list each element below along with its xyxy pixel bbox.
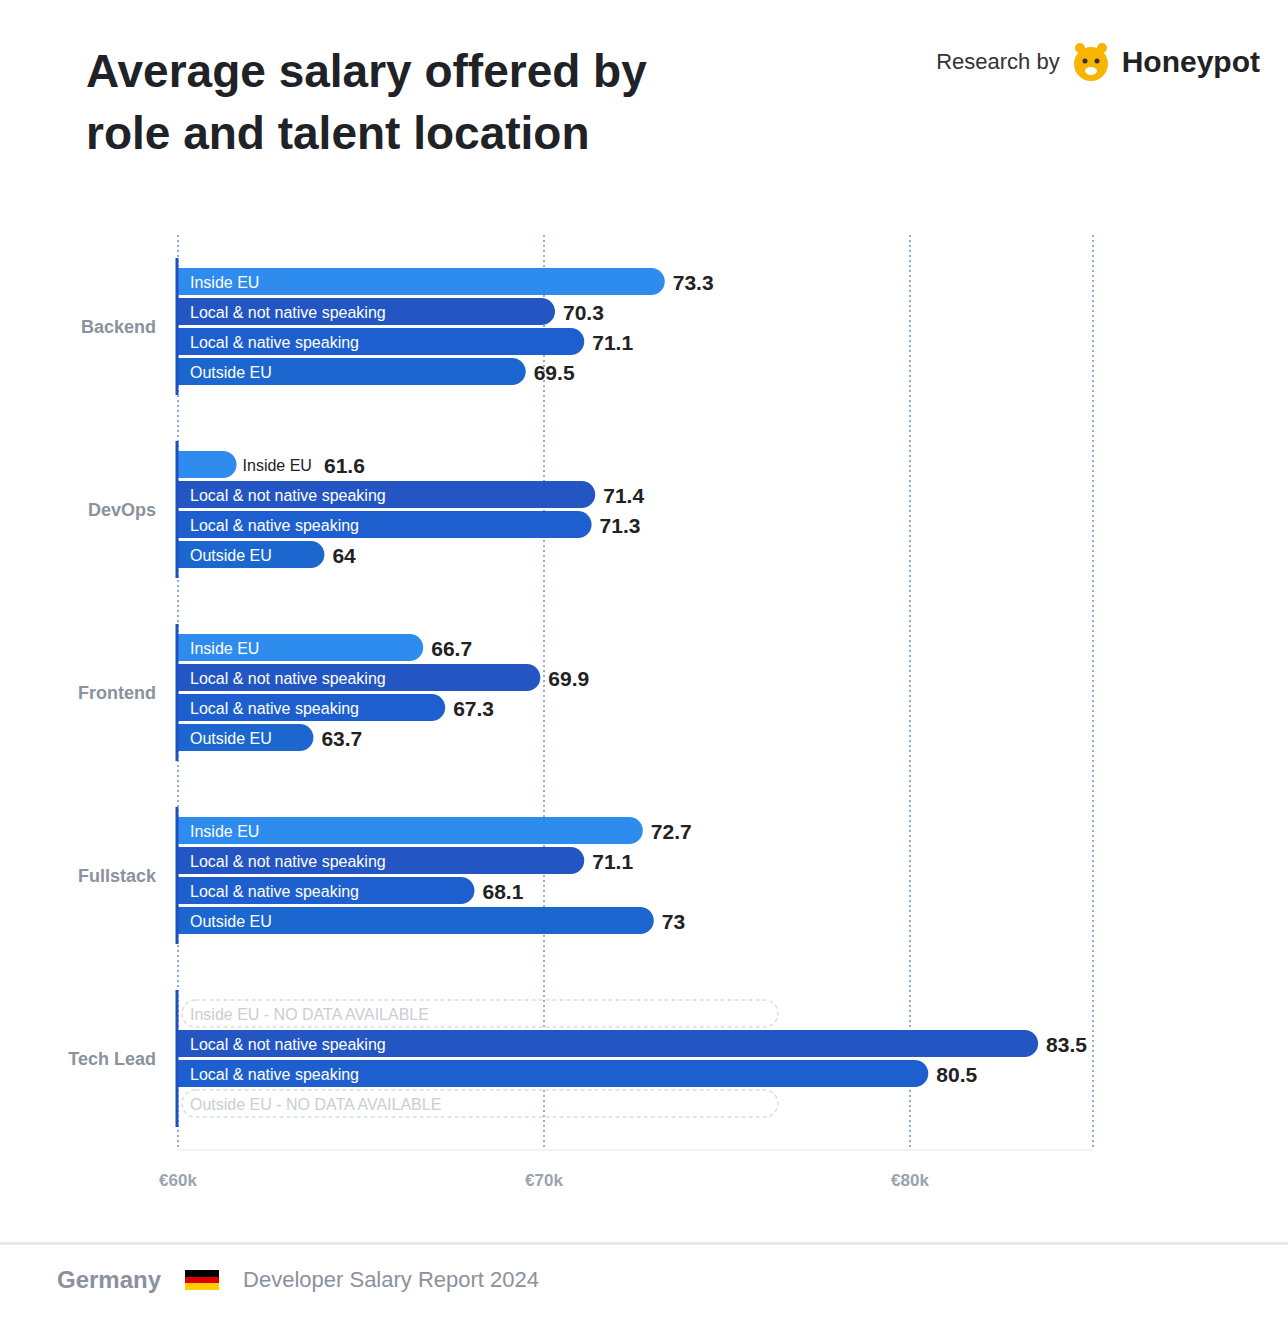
html-text:Research by: Research by (936, 49, 1060, 74)
svg-text:72.7: 72.7 (651, 820, 692, 843)
svg-text:Inside EU: Inside EU (190, 823, 259, 840)
svg-text:Local & not native speaking: Local & not native speaking (190, 304, 386, 321)
html-text:Average salary offered by role: Average salary offered by role and talen… (86, 45, 647, 159)
svg-text:73: 73 (662, 910, 685, 933)
svg-text:Fullstack: Fullstack (78, 866, 157, 886)
svg-text:Inside EU: Inside EU (190, 640, 259, 657)
svg-text:64: 64 (332, 544, 356, 567)
svg-text:61.6: 61.6 (324, 454, 365, 477)
svg-text:69.9: 69.9 (548, 667, 589, 690)
svg-text:71.4: 71.4 (603, 484, 644, 507)
html-text:Honeypot: Honeypot (1121, 45, 1260, 78)
svg-text:68.1: 68.1 (482, 880, 523, 903)
svg-text:Local & native speaking: Local & native speaking (190, 1066, 359, 1083)
svg-text:70.3: 70.3 (563, 301, 604, 324)
svg-text:71.1: 71.1 (592, 331, 633, 354)
svg-text:Local & not native speaking: Local & not native speaking (190, 487, 386, 504)
svg-text:66.7: 66.7 (431, 637, 472, 660)
svg-text:Outside EU: Outside EU (190, 364, 272, 381)
svg-text:Outside EU - NO DATA AVAILABLE: Outside EU - NO DATA AVAILABLE (190, 1096, 441, 1113)
svg-text:Outside EU: Outside EU (190, 913, 272, 930)
svg-text:67.3: 67.3 (453, 697, 494, 720)
html-text:Developer Salary Report 2024: Developer Salary Report 2024 (243, 1267, 539, 1292)
svg-text:Local & native speaking: Local & native speaking (190, 883, 359, 900)
svg-text:Local & native speaking: Local & native speaking (190, 334, 359, 351)
svg-text:Inside EU - NO DATA AVAILABLE: Inside EU - NO DATA AVAILABLE (190, 1006, 429, 1023)
svg-text:Local & not native speaking: Local & not native speaking (190, 1036, 386, 1053)
svg-text:Inside EU: Inside EU (243, 457, 312, 474)
svg-text:Local & native speaking: Local & native speaking (190, 517, 359, 534)
svg-text:Outside EU: Outside EU (190, 547, 272, 564)
svg-text:Inside EU: Inside EU (190, 274, 259, 291)
svg-text:71.3: 71.3 (600, 514, 641, 537)
svg-text:Tech Lead: Tech Lead (68, 1049, 156, 1069)
svg-text:73.3: 73.3 (673, 271, 714, 294)
svg-text:63.7: 63.7 (321, 727, 362, 750)
html-text:Germany: Germany (57, 1266, 162, 1293)
svg-text:Backend: Backend (81, 317, 156, 337)
svg-text:Local & not native speaking: Local & not native speaking (190, 853, 386, 870)
svg-text:Local & not native speaking: Local & not native speaking (190, 670, 386, 687)
svg-text:DevOps: DevOps (88, 500, 156, 520)
svg-text:€60k: €60k (159, 1171, 197, 1190)
svg-text:€70k: €70k (525, 1171, 563, 1190)
svg-text:71.1: 71.1 (592, 850, 633, 873)
svg-text:83.5: 83.5 (1046, 1033, 1087, 1056)
svg-text:Frontend: Frontend (78, 683, 156, 703)
svg-text:Local & native speaking: Local & native speaking (190, 700, 359, 717)
svg-text:€80k: €80k (891, 1171, 929, 1190)
svg-text:69.5: 69.5 (534, 361, 575, 384)
svg-text:80.5: 80.5 (936, 1063, 977, 1086)
svg-text:Outside EU: Outside EU (190, 730, 272, 747)
